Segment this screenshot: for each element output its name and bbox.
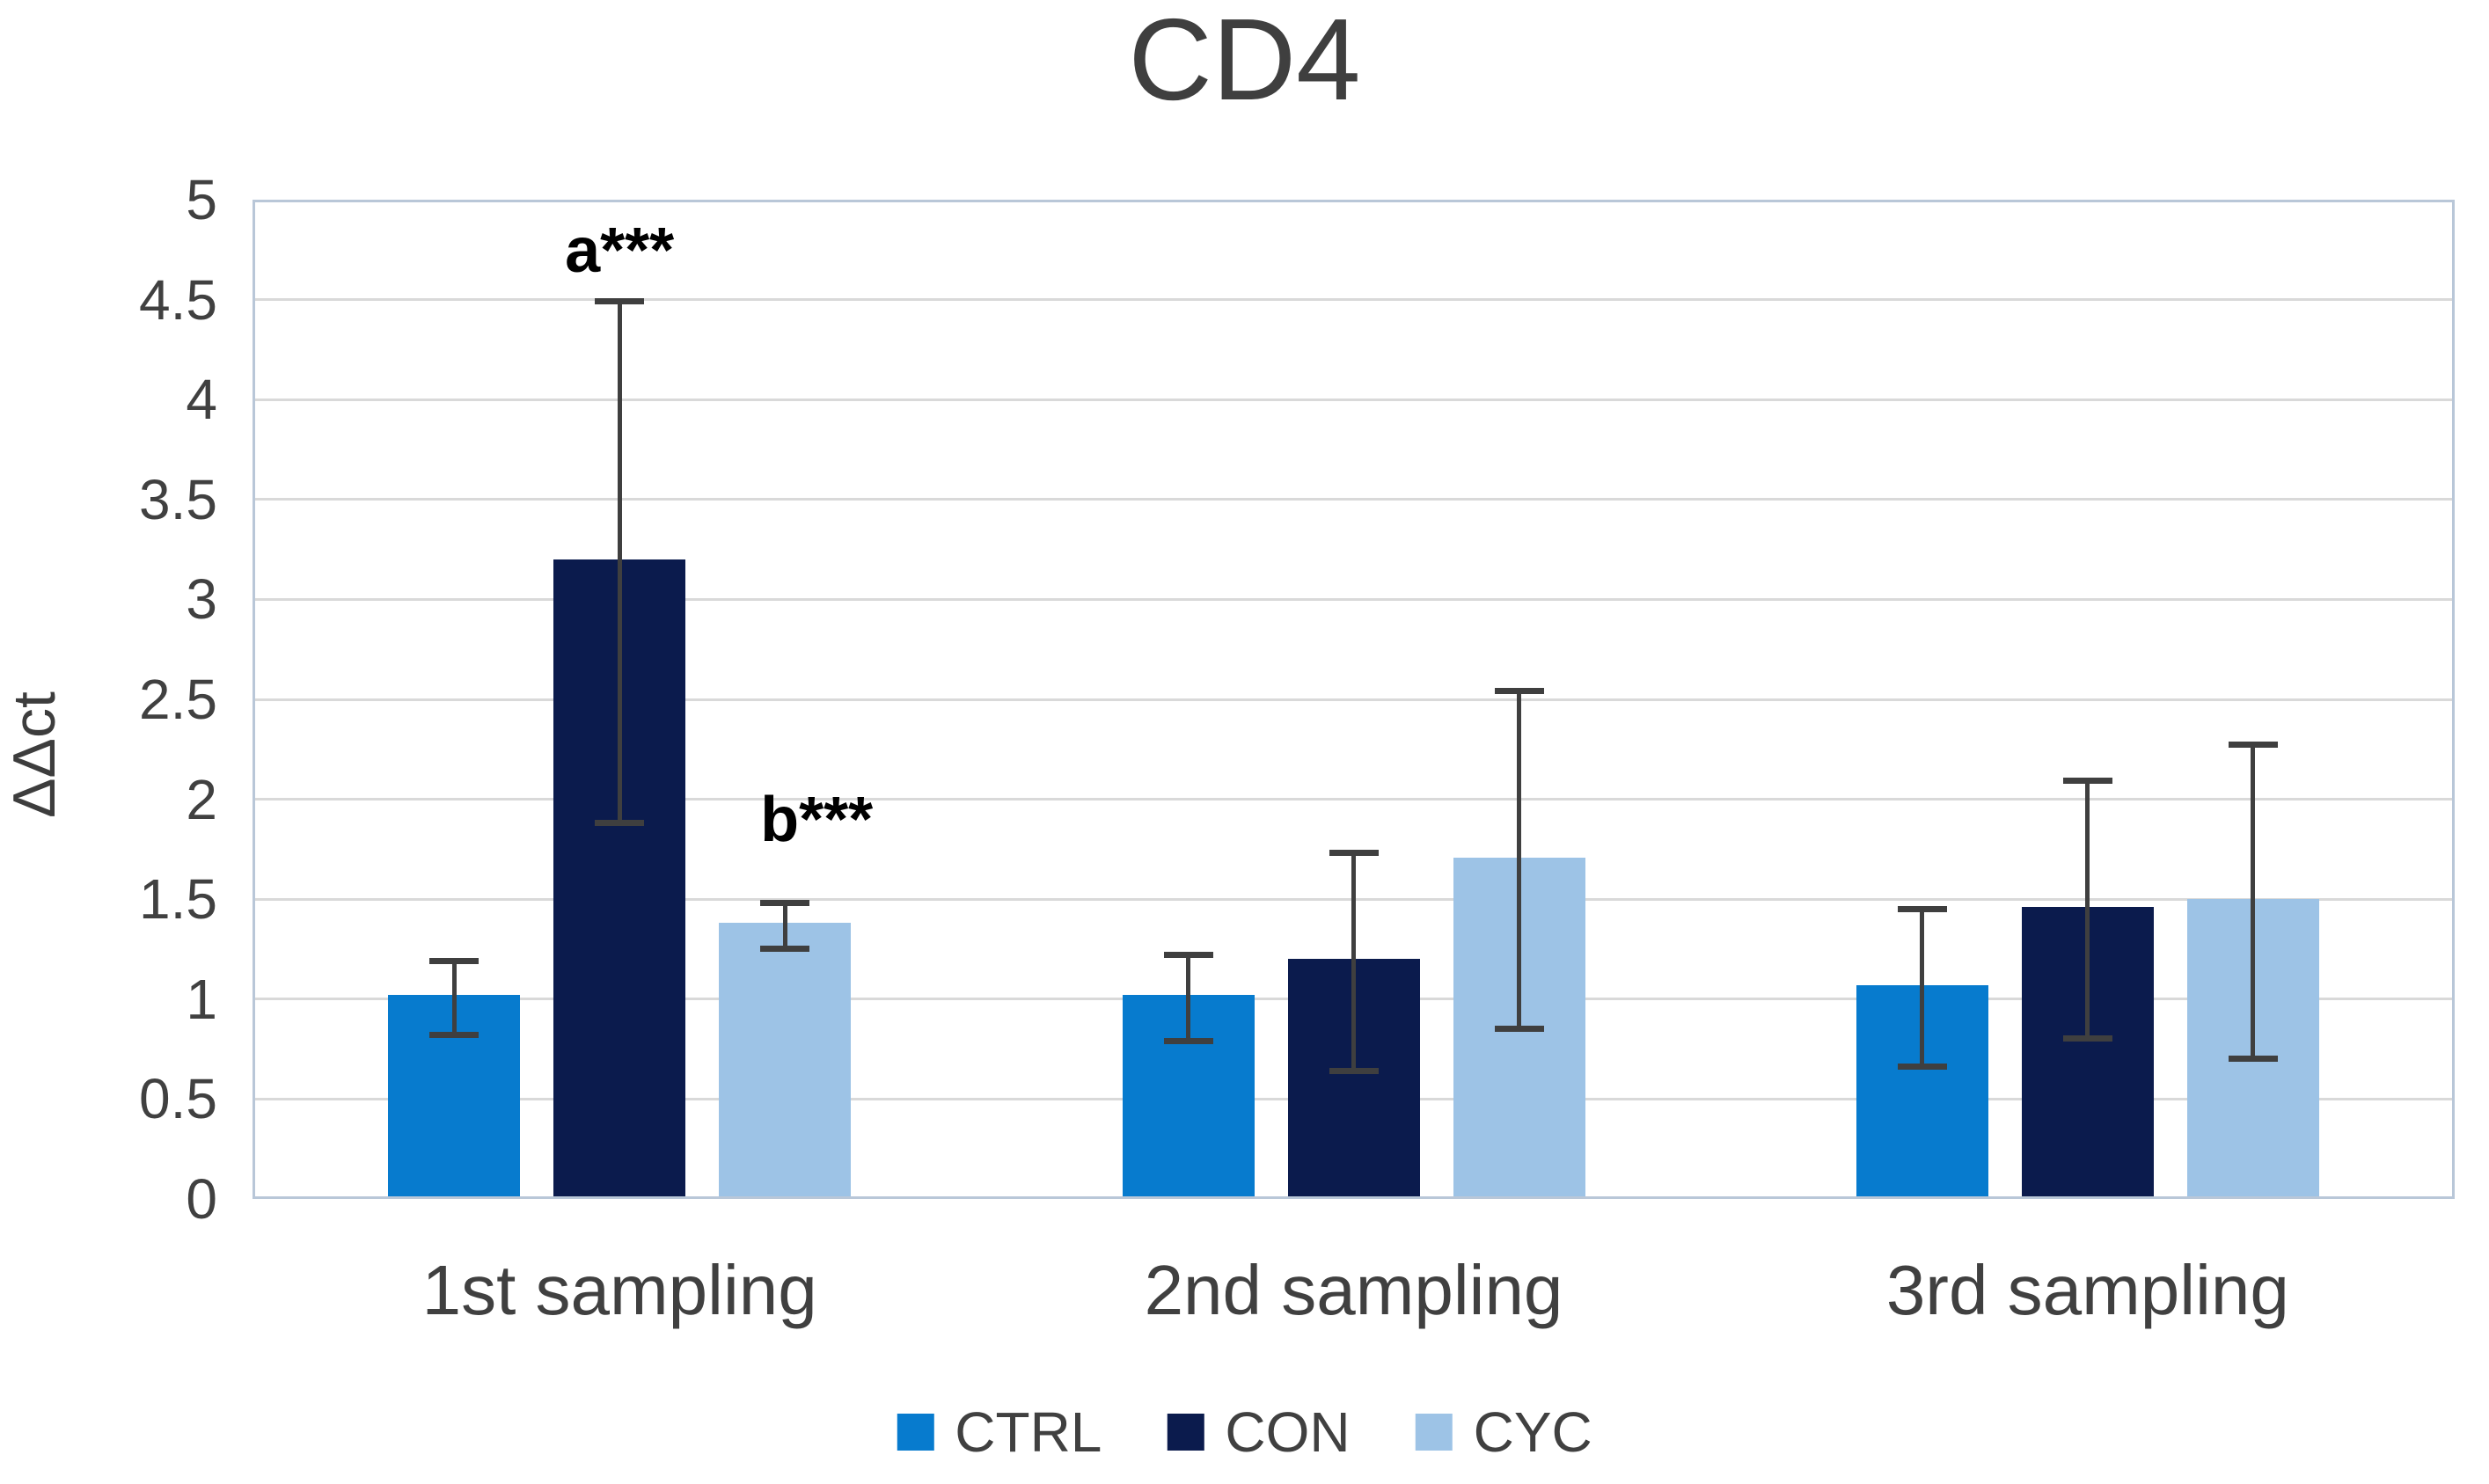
error-bar <box>429 957 479 1038</box>
error-bar-cap <box>429 957 479 964</box>
error-bar-cap <box>595 819 645 826</box>
error-bar-cap <box>1897 905 1947 912</box>
error-bar-cap <box>1494 688 1544 695</box>
error-bar <box>1494 688 1544 1032</box>
gridline <box>255 698 2452 701</box>
error-bar-stem <box>451 957 457 1038</box>
legend-label: CON <box>1225 1400 1351 1464</box>
legend-item: CTRL <box>897 1404 1102 1460</box>
error-bar-cap <box>2228 742 2278 749</box>
x-category-label: 1st sampling <box>421 1251 817 1329</box>
error-bar <box>2062 778 2112 1042</box>
chart-title: CD4 <box>1128 0 1361 124</box>
y-tick-label: 3 <box>186 567 217 632</box>
error-bar <box>760 899 810 952</box>
bar <box>719 923 852 1196</box>
error-bar-cap <box>429 1031 479 1038</box>
error-bar-stem <box>782 899 787 952</box>
error-bar-stem <box>2251 742 2256 1062</box>
plot-area: a*** b*** <box>253 200 2455 1199</box>
gridline <box>255 798 2452 801</box>
error-bar <box>2228 742 2278 1062</box>
error-bar-stem <box>1920 905 1925 1071</box>
y-tick-label: 4.5 <box>139 267 217 332</box>
legend-item: CON <box>1167 1400 1351 1464</box>
gridline <box>255 298 2452 302</box>
y-tick-label: 2 <box>186 767 217 831</box>
legend-swatch <box>897 1414 934 1451</box>
error-bar-cap <box>2062 1035 2112 1042</box>
gridline <box>255 398 2452 401</box>
y-tick-label: 2.5 <box>139 668 217 731</box>
x-category-label: 3rd sampling <box>1885 1251 2289 1329</box>
error-bar-cap <box>595 298 645 305</box>
y-tick-label: 3.5 <box>139 467 217 531</box>
error-bar-cap <box>760 899 810 906</box>
legend: CTRL CON CYC <box>897 1404 1592 1460</box>
significance-annotation: b*** <box>760 785 874 856</box>
legend-swatch <box>1415 1414 1453 1451</box>
y-tick-label: 1.5 <box>139 867 217 932</box>
gridline <box>255 498 2452 501</box>
error-bar-cap <box>1897 1064 1947 1071</box>
error-bar-stem <box>2085 778 2090 1042</box>
gridline <box>255 597 2452 601</box>
error-bar <box>1163 952 1213 1044</box>
error-bar-stem <box>1186 952 1190 1044</box>
significance-annotation: a*** <box>565 215 675 286</box>
error-bar-cap <box>760 945 810 952</box>
error-bar-stem <box>1517 688 1521 1032</box>
legend-label: CYC <box>1473 1400 1592 1464</box>
y-tick-label: 4 <box>186 368 217 432</box>
error-bar-cap <box>2062 778 2112 785</box>
error-bar <box>1897 905 1947 1071</box>
error-bar-stem <box>1351 850 1356 1074</box>
x-category-label: 2nd sampling <box>1144 1251 1563 1329</box>
error-bar <box>1329 850 1379 1074</box>
error-bar-cap <box>1163 1037 1213 1044</box>
error-bar-cap <box>2228 1055 2278 1062</box>
y-tick-label: 1 <box>186 967 217 1031</box>
y-tick-label: 5 <box>186 168 217 231</box>
error-bar-cap <box>1329 850 1379 857</box>
error-bar-cap <box>1163 952 1213 958</box>
legend-swatch <box>1167 1414 1204 1451</box>
y-tick-label: 0 <box>186 1167 217 1231</box>
error-bar-cap <box>1329 1067 1379 1074</box>
error-bar-cap <box>1494 1025 1544 1032</box>
error-bar <box>595 298 645 826</box>
legend-label: CTRL <box>955 1400 1102 1464</box>
legend-item: CYC <box>1415 1400 1592 1464</box>
error-bar-stem <box>617 298 622 826</box>
y-tick-label: 0.5 <box>139 1067 217 1131</box>
